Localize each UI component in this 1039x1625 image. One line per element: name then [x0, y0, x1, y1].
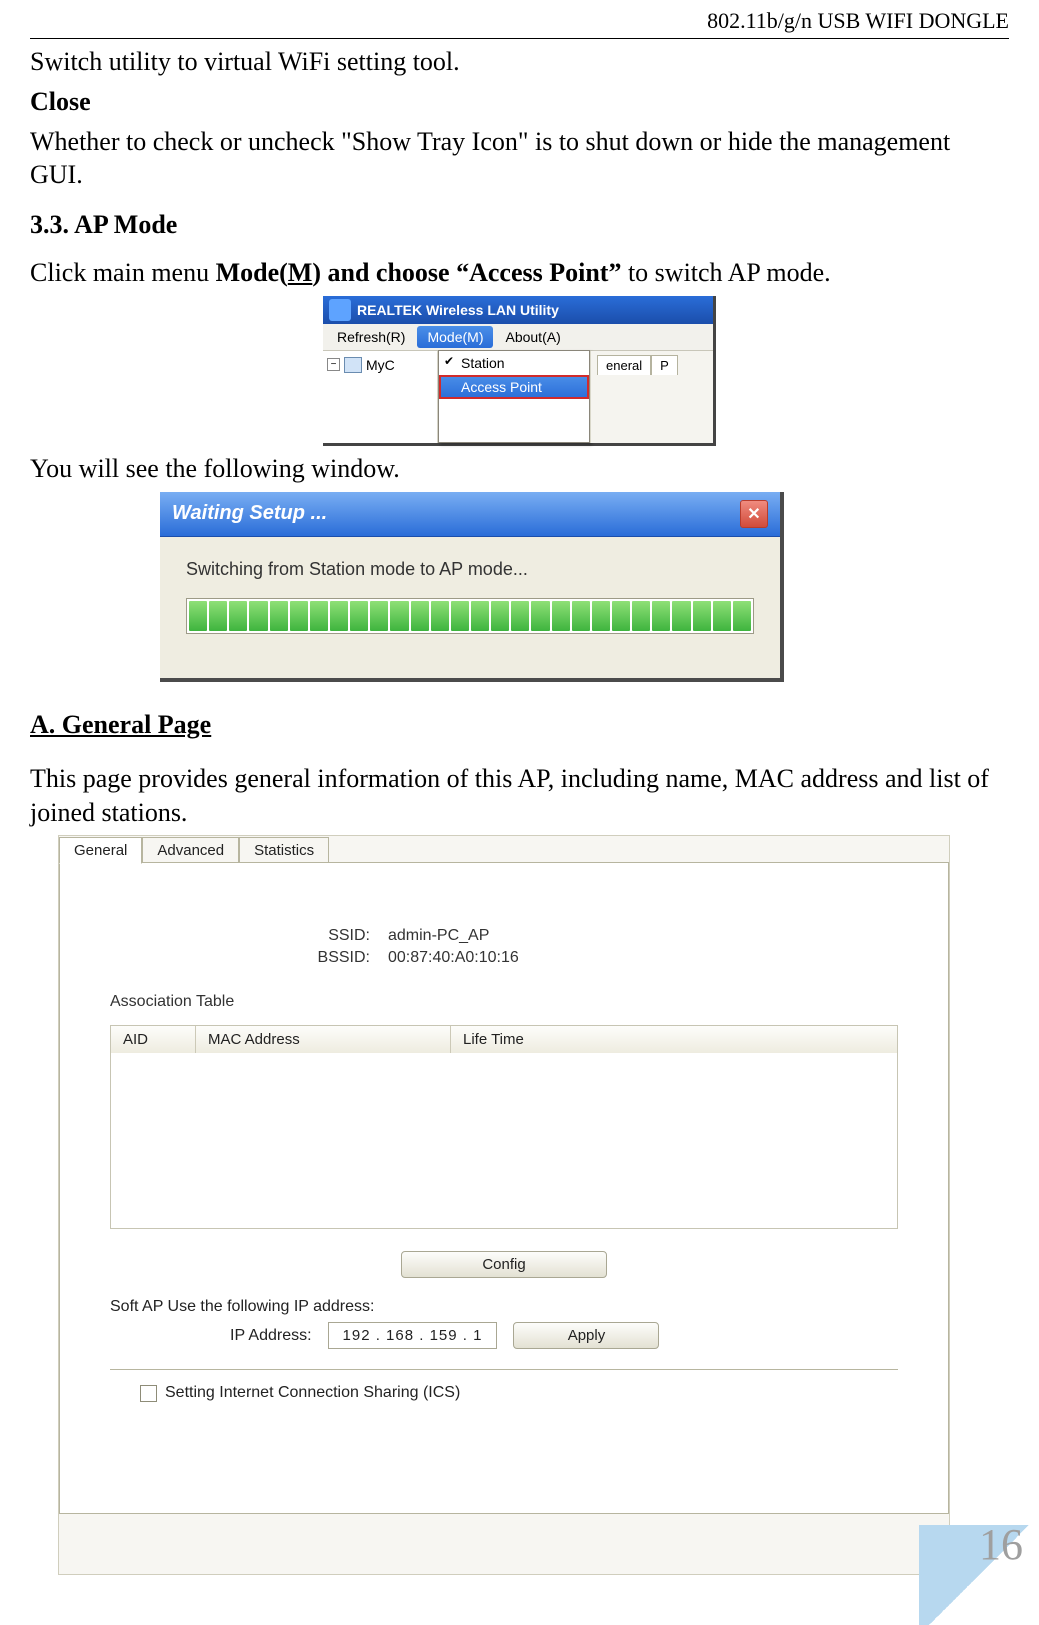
- ics-label: Setting Internet Connection Sharing (ICS…: [165, 1384, 460, 1402]
- col-mac: MAC Address: [196, 1026, 451, 1053]
- progress-segment: [652, 601, 670, 631]
- progress-segment: [672, 601, 690, 631]
- following-window-text: You will see the following window.: [30, 452, 1009, 486]
- window-title: REALTEK Wireless LAN Utility: [323, 296, 713, 324]
- progress-segment: [431, 601, 449, 631]
- softap-label: Soft AP Use the following IP address:: [110, 1298, 898, 1316]
- progress-segment: [693, 601, 711, 631]
- ssid-value: admin-PC_AP: [388, 927, 489, 945]
- bssid-label: BSSID:: [110, 949, 388, 967]
- app-icon: [329, 299, 351, 321]
- ip-address-field[interactable]: 192 . 168 . 159 . 1: [328, 1322, 498, 1349]
- progress-segment: [189, 601, 207, 631]
- progress-bar: [186, 598, 754, 634]
- apply-button[interactable]: Apply: [513, 1322, 659, 1349]
- txt: to switch AP mode.: [621, 258, 830, 287]
- txt: ) and choose: [312, 258, 456, 287]
- tree-collapse-icon[interactable]: −: [327, 358, 340, 371]
- config-button[interactable]: Config: [401, 1251, 607, 1278]
- tree-panel: − MyC: [323, 351, 438, 443]
- bssid-value: 00:87:40:A0:10:16: [388, 949, 519, 967]
- progress-segment: [491, 601, 509, 631]
- mode-dropdown: Station Access Point: [438, 350, 590, 443]
- general-page-desc: This page provides general information o…: [30, 762, 1009, 830]
- title-text: REALTEK Wireless LAN Utility: [357, 302, 559, 318]
- partial-tab-general[interactable]: eneral: [597, 355, 651, 375]
- screenshot-mode-menu: REALTEK Wireless LAN Utility Refresh(R) …: [30, 296, 1009, 446]
- progress-segment: [330, 601, 348, 631]
- section-title: 3.3. AP Mode: [30, 210, 1009, 240]
- progress-segment: [572, 601, 590, 631]
- progress-segment: [511, 601, 529, 631]
- progress-segment: [310, 601, 328, 631]
- progress-segment: [471, 601, 489, 631]
- progress-segment: [370, 601, 388, 631]
- association-table: AID MAC Address Life Time: [110, 1025, 898, 1229]
- ics-checkbox[interactable]: [140, 1385, 157, 1402]
- txt: Click main menu: [30, 258, 216, 287]
- col-life: Life Time: [451, 1026, 897, 1053]
- progress-segment: [411, 601, 429, 631]
- mode-access-point[interactable]: Access Point: [439, 375, 589, 399]
- progress-segment: [390, 601, 408, 631]
- menu-mode[interactable]: Mode(M): [417, 326, 493, 348]
- tab-general[interactable]: General: [59, 837, 142, 864]
- divider: [110, 1369, 898, 1370]
- right-panel: eneral P: [590, 351, 713, 443]
- computer-icon: [344, 357, 362, 373]
- tab-advanced[interactable]: Advanced: [142, 837, 239, 864]
- progress-segment: [209, 601, 227, 631]
- progress-segment: [733, 601, 751, 631]
- progress-segment: [531, 601, 549, 631]
- screenshot-general-page: General Advanced Statistics SSID: admin-…: [58, 835, 950, 1575]
- association-table-label: Association Table: [110, 993, 898, 1011]
- intro-line2: Whether to check or uncheck "Show Tray I…: [30, 125, 1009, 193]
- screenshot-waiting-setup: Waiting Setup ... ✕ Switching from Stati…: [160, 492, 784, 682]
- menu-about[interactable]: About(A): [495, 326, 570, 348]
- ap-instruction: Click main menu Mode(M) and choose “Acce…: [30, 256, 1009, 290]
- tab-statistics[interactable]: Statistics: [239, 837, 329, 864]
- menu-refresh[interactable]: Refresh(R): [327, 326, 415, 348]
- col-aid: AID: [111, 1026, 196, 1053]
- progress-message: Switching from Station mode to AP mode..…: [186, 559, 754, 580]
- txt: “Access Point”: [456, 258, 621, 287]
- progress-segment: [451, 601, 469, 631]
- intro-line1: Switch utility to virtual WiFi setting t…: [30, 45, 1009, 79]
- general-page-heading: A. General Page: [30, 710, 1009, 740]
- progress-segment: [270, 601, 288, 631]
- menubar: Refresh(R) Mode(M) About(A): [323, 324, 713, 351]
- progress-segment: [350, 601, 368, 631]
- txt: M: [288, 258, 313, 287]
- progress-segment: [552, 601, 570, 631]
- txt: Mode(: [216, 258, 288, 287]
- table-body-empty: [111, 1053, 897, 1228]
- progress-segment: [632, 601, 650, 631]
- page-number: 16: [919, 1525, 1039, 1625]
- progress-segment: [592, 601, 610, 631]
- progress-segment: [229, 601, 247, 631]
- progress-segment: [713, 601, 731, 631]
- close-label: Close: [30, 85, 1009, 119]
- ssid-label: SSID:: [110, 927, 388, 945]
- close-icon[interactable]: ✕: [740, 500, 768, 528]
- mode-station[interactable]: Station: [439, 351, 589, 375]
- ip-address-label: IP Address:: [230, 1327, 312, 1345]
- partial-tab-p[interactable]: P: [651, 355, 678, 375]
- progress-segment: [249, 601, 267, 631]
- page-header: 802.11b/g/n USB WIFI DONGLE: [30, 0, 1009, 39]
- tab-strip: General Advanced Statistics: [59, 836, 949, 863]
- dialog-title: Waiting Setup ...: [172, 502, 327, 525]
- progress-segment: [290, 601, 308, 631]
- tree-label: MyC: [366, 357, 395, 373]
- progress-segment: [612, 601, 630, 631]
